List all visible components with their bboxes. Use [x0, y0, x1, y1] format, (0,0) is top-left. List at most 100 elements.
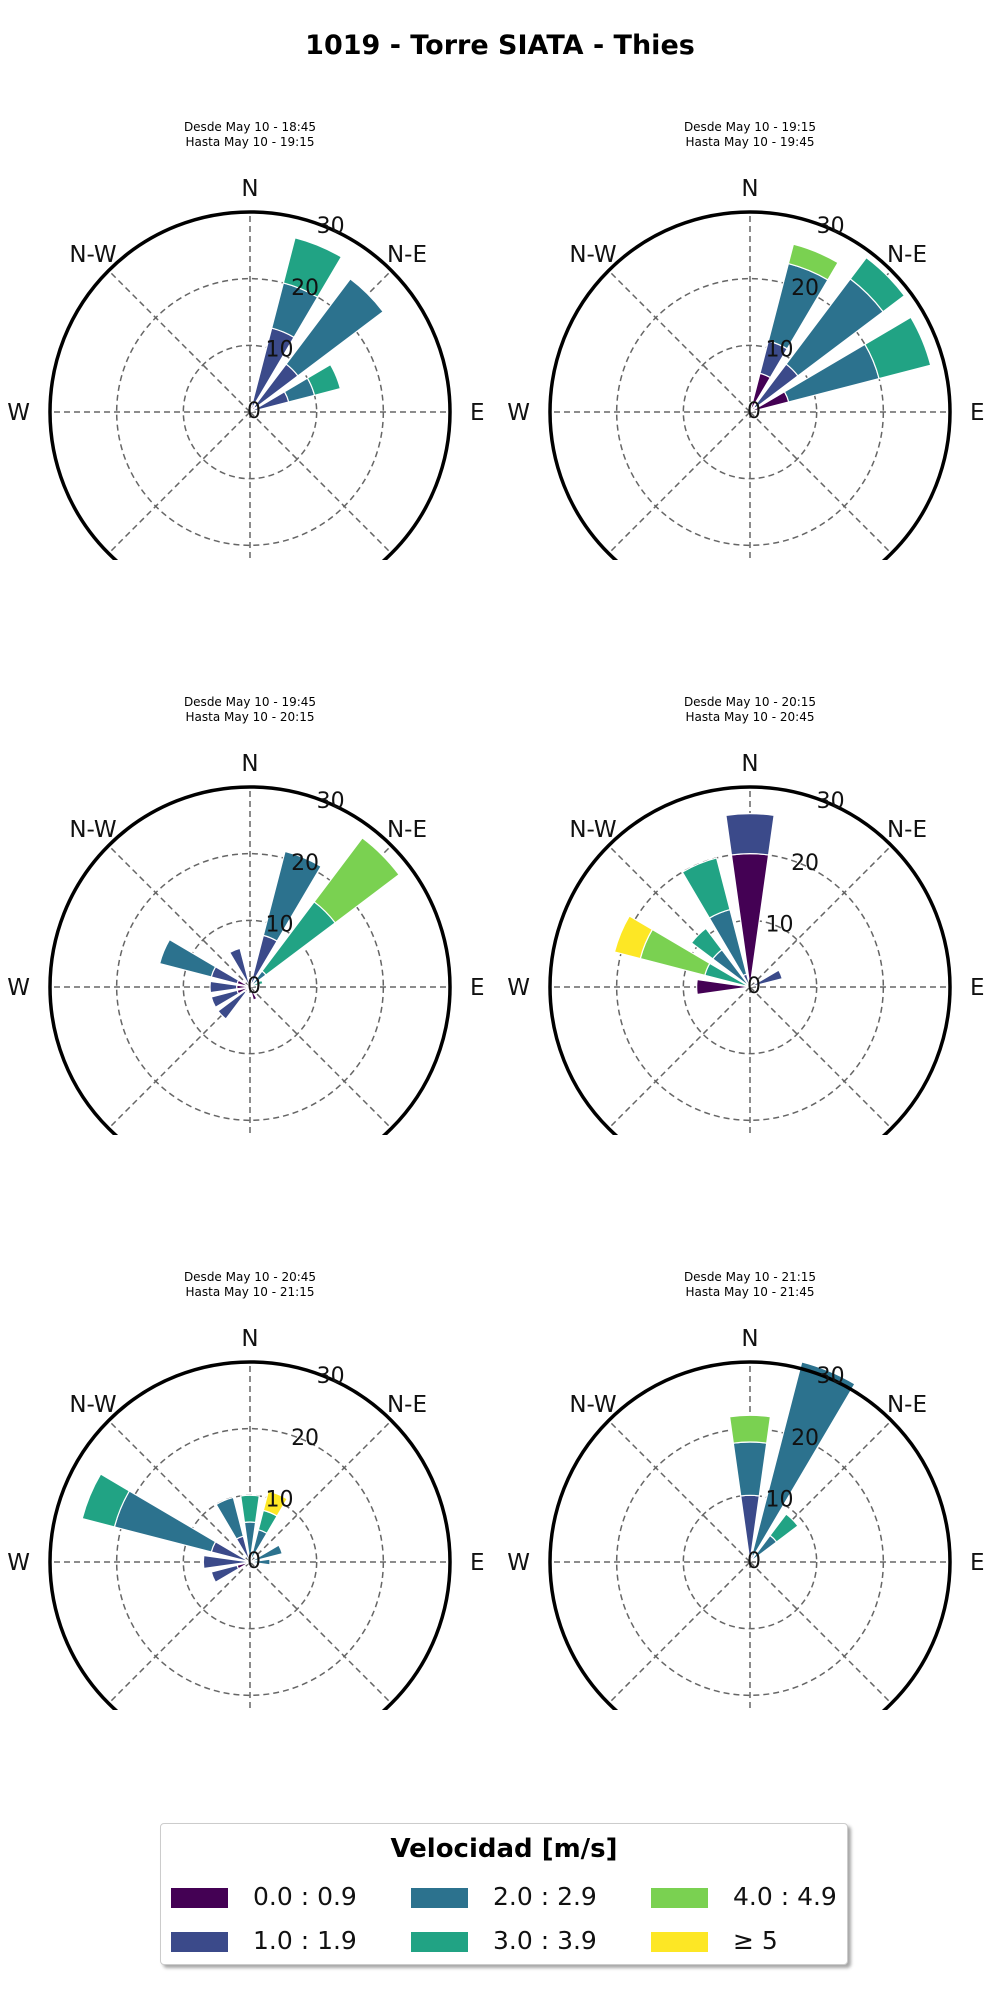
- compass-label: N-W: [69, 817, 116, 843]
- figure-title: 1019 - Torre SIATA - Thies: [305, 30, 695, 61]
- petal-segment: [769, 1513, 799, 1543]
- compass-label: S-W: [71, 1708, 116, 1710]
- compass-label: S-E: [388, 1133, 425, 1135]
- legend-label: 3.0 : 3.9: [493, 1926, 597, 1955]
- radial-tick-label: 20: [791, 1426, 819, 1451]
- compass-label: S-E: [888, 1133, 925, 1135]
- compass-label: N-W: [69, 1392, 116, 1418]
- petal-segment: [749, 969, 784, 988]
- radial-gridline: [682, 344, 818, 480]
- radial-tick-label: 10: [266, 1487, 294, 1512]
- radial-tick-label: 30: [817, 1364, 845, 1389]
- compass-label: N-E: [387, 242, 427, 268]
- panel-subtitle: Desde May 10 - 19:45 Hasta May 10 - 20:1…: [0, 695, 500, 725]
- subtitle-hasta: Hasta May 10 - 20:45: [685, 710, 815, 724]
- petal-segment: [849, 256, 906, 313]
- compass-label: S-E: [888, 558, 925, 560]
- subtitle-hasta: Hasta May 10 - 19:15: [185, 135, 315, 149]
- legend-label: ≥ 5: [733, 1926, 778, 1955]
- compass-label: S-W: [71, 558, 116, 560]
- radial-tick-label: 30: [817, 214, 845, 239]
- petal-segment: [282, 237, 343, 298]
- radial-tick-label: 20: [291, 276, 319, 301]
- radial-tick-label: 30: [317, 1364, 345, 1389]
- compass-label: N: [741, 1326, 758, 1352]
- radial-tick-label: 0: [747, 974, 761, 999]
- radial-gridline: [182, 344, 318, 480]
- petal-segment: [262, 1490, 289, 1517]
- petal-segment: [210, 1564, 240, 1584]
- panel-subtitle: Desde May 10 - 19:15 Hasta May 10 - 19:4…: [500, 120, 1000, 150]
- petal-segment: [728, 1414, 772, 1444]
- petal-segment: [113, 1490, 217, 1553]
- windrose-panel-1: Desde May 10 - 18:45 Hasta May 10 - 19:1…: [0, 0, 500, 560]
- compass-label: E: [970, 975, 985, 1001]
- compass-label: S-W: [571, 1133, 616, 1135]
- petal-segment: [262, 850, 322, 942]
- angular-gridline: [249, 411, 392, 554]
- radial-tick-label: 20: [291, 1426, 319, 1451]
- radial-tick-label: 0: [247, 399, 261, 424]
- legend-swatch: [651, 1932, 708, 1952]
- compass-label: N: [741, 176, 758, 202]
- compass-label: N-E: [387, 1392, 427, 1418]
- compass-label: N: [241, 1326, 258, 1352]
- compass-label: S-W: [571, 1708, 616, 1710]
- radial-tick-label: 20: [791, 851, 819, 876]
- compass-label: W: [7, 975, 30, 1001]
- subtitle-hasta: Hasta May 10 - 21:15: [185, 1285, 315, 1299]
- windrose-panel-3: Desde May 10 - 19:45 Hasta May 10 - 20:1…: [0, 575, 500, 1135]
- compass-label: W: [7, 400, 30, 426]
- angular-gridline: [749, 845, 892, 988]
- petal-segment: [864, 316, 932, 380]
- windrose-panel-6: Desde May 10 - 21:15 Hasta May 10 - 21:4…: [500, 1150, 1000, 1710]
- compass-label: N-W: [69, 242, 116, 268]
- petal-segment: [240, 1494, 260, 1524]
- angular-gridline: [749, 411, 892, 554]
- radial-tick-label: 10: [766, 337, 794, 362]
- angular-gridline: [249, 1561, 392, 1704]
- compass-label: N: [241, 751, 258, 777]
- radial-tick-label: 0: [747, 399, 761, 424]
- angular-gridline: [108, 270, 251, 413]
- angular-gridline: [749, 986, 892, 1129]
- angular-gridline: [608, 411, 751, 554]
- angular-gridline: [608, 986, 751, 1129]
- outer-circle: [48, 785, 452, 1135]
- legend-swatch: [171, 1888, 228, 1908]
- petal-segment: [787, 243, 839, 281]
- legend-label: 1.0 : 1.9: [253, 1926, 357, 1955]
- legend-swatch: [411, 1932, 468, 1952]
- petal-segment: [158, 938, 217, 978]
- radial-tick-label: 20: [291, 851, 319, 876]
- compass-label: S-E: [388, 558, 425, 560]
- compass-label: S-E: [388, 1708, 425, 1710]
- angular-gridline: [249, 986, 392, 1129]
- subtitle-desde: Desde May 10 - 19:45: [183, 695, 317, 709]
- compass-label: N-W: [569, 817, 616, 843]
- angular-gridline: [749, 1561, 892, 1704]
- petal-segment: [210, 989, 240, 1009]
- radial-tick-label: 30: [317, 214, 345, 239]
- legend-label: 2.0 : 2.9: [493, 1882, 597, 1911]
- windrose-panel-4: Desde May 10 - 20:15 Hasta May 10 - 20:4…: [500, 575, 1000, 1135]
- legend-label: 4.0 : 4.9: [733, 1882, 837, 1911]
- petal-segment: [732, 1441, 768, 1497]
- petal-segment: [750, 1361, 856, 1558]
- petal-segment: [217, 990, 247, 1020]
- compass-label: N-E: [887, 1392, 927, 1418]
- petal-segment: [681, 857, 731, 919]
- radial-tick-label: 0: [747, 1549, 761, 1574]
- radial-tick-label: 10: [766, 912, 794, 937]
- petal-segment: [248, 1561, 252, 1570]
- petal-segment: [202, 1554, 251, 1570]
- panel-subtitle: Desde May 10 - 20:15 Hasta May 10 - 20:4…: [500, 695, 1000, 725]
- legend-label: 0.0 : 0.9: [253, 1882, 357, 1911]
- radial-tick-label: 10: [266, 337, 294, 362]
- angular-gridline: [608, 270, 751, 413]
- subtitle-desde: Desde May 10 - 18:45: [183, 120, 317, 134]
